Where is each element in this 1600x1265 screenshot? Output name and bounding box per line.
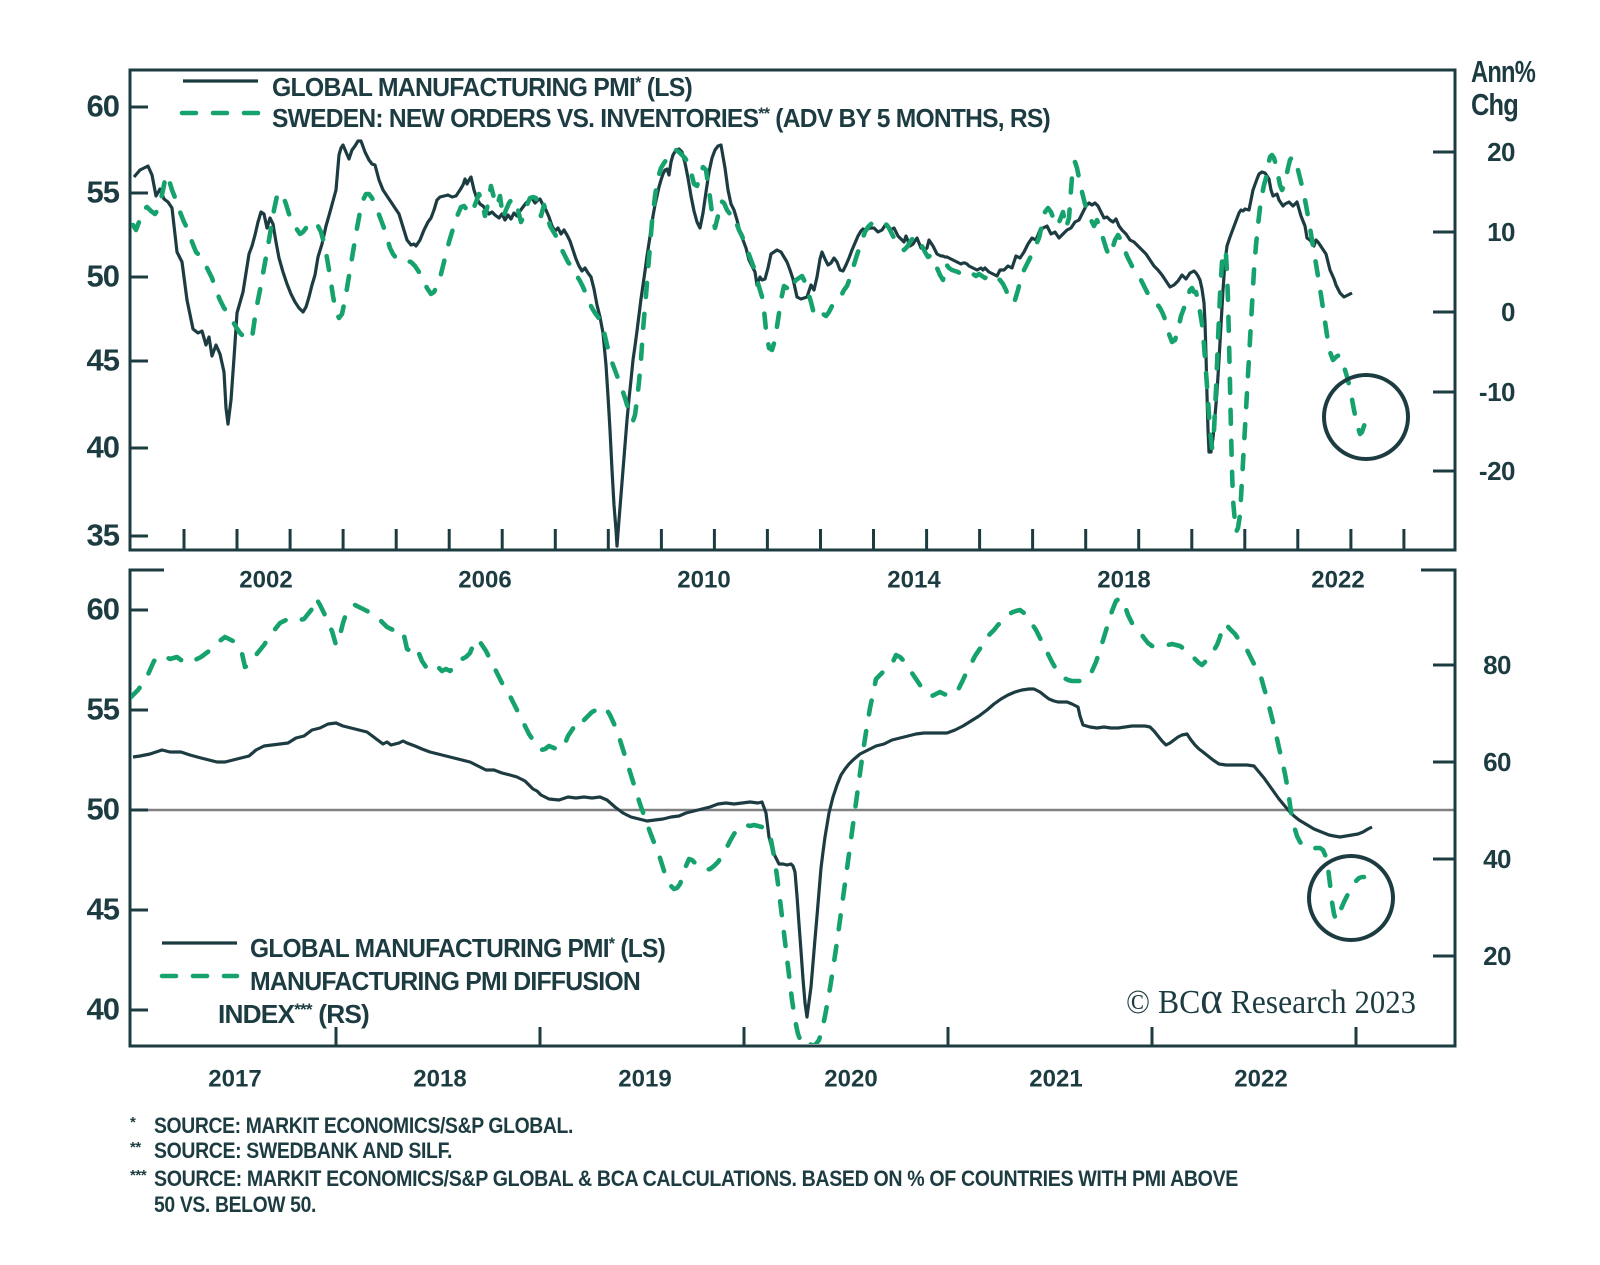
svg-text:35: 35 <box>87 518 120 553</box>
svg-text:40: 40 <box>1483 844 1511 874</box>
svg-text:2017: 2017 <box>208 1066 261 1093</box>
svg-text:2010: 2010 <box>677 567 730 594</box>
svg-text:60: 60 <box>87 89 119 124</box>
svg-text:2018: 2018 <box>413 1066 466 1093</box>
svg-text:SWEDEN: NEW ORDERS VS. INVENTO: SWEDEN: NEW ORDERS VS. INVENTORIES** (AD… <box>272 103 1050 133</box>
svg-text:0: 0 <box>1501 297 1515 327</box>
svg-text:GLOBAL MANUFACTURING PMI* (LS): GLOBAL MANUFACTURING PMI* (LS) <box>250 933 665 963</box>
svg-text:55: 55 <box>87 175 120 210</box>
svg-text:80: 80 <box>1483 650 1511 680</box>
svg-text:2018: 2018 <box>1097 567 1150 594</box>
svg-text:60: 60 <box>1483 747 1511 777</box>
svg-text:SOURCE: MARKIT ECONOMICS/S&P G: SOURCE: MARKIT ECONOMICS/S&P GLOBAL. <box>154 1113 573 1138</box>
svg-text:10: 10 <box>1487 217 1515 247</box>
svg-text:-20: -20 <box>1479 456 1515 486</box>
svg-text:-10: -10 <box>1479 377 1515 407</box>
svg-text:50 VS. BELOW 50.: 50 VS. BELOW 50. <box>154 1192 316 1217</box>
svg-text:40: 40 <box>87 992 119 1027</box>
svg-text:20: 20 <box>1483 941 1511 971</box>
svg-text:2006: 2006 <box>458 567 511 594</box>
svg-text:Chg: Chg <box>1471 87 1518 122</box>
svg-text:*: * <box>130 1114 136 1131</box>
svg-text:SOURCE: MARKIT ECONOMICS/S&P G: SOURCE: MARKIT ECONOMICS/S&P GLOBAL & BC… <box>154 1166 1238 1191</box>
svg-text:2022: 2022 <box>1311 567 1364 594</box>
svg-text:2002: 2002 <box>239 567 292 594</box>
svg-text:60: 60 <box>87 592 119 627</box>
svg-text:2020: 2020 <box>824 1066 877 1093</box>
svg-text:50: 50 <box>87 259 119 294</box>
svg-text:40: 40 <box>87 430 119 465</box>
svg-text:MANUFACTURING PMI DIFFUSION: MANUFACTURING PMI DIFFUSION <box>250 966 640 996</box>
svg-text:45: 45 <box>87 892 120 927</box>
svg-text:***: *** <box>130 1167 147 1184</box>
svg-text:55: 55 <box>87 692 120 727</box>
svg-text:50: 50 <box>87 792 119 827</box>
svg-text:SOURCE: SWEDBANK AND SILF.: SOURCE: SWEDBANK AND SILF. <box>154 1138 452 1163</box>
svg-text:2019: 2019 <box>618 1066 671 1093</box>
svg-text:Ann%: Ann% <box>1471 54 1535 89</box>
svg-text:INDEX*** (RS): INDEX*** (RS) <box>218 999 369 1029</box>
svg-text:2021: 2021 <box>1029 1066 1082 1093</box>
svg-text:20: 20 <box>1487 137 1515 167</box>
svg-text:**: ** <box>130 1139 141 1156</box>
svg-text:GLOBAL MANUFACTURING PMI* (LS): GLOBAL MANUFACTURING PMI* (LS) <box>272 72 692 102</box>
svg-text:45: 45 <box>87 343 120 378</box>
svg-text:2022: 2022 <box>1234 1066 1287 1093</box>
svg-text:2014: 2014 <box>887 567 941 594</box>
